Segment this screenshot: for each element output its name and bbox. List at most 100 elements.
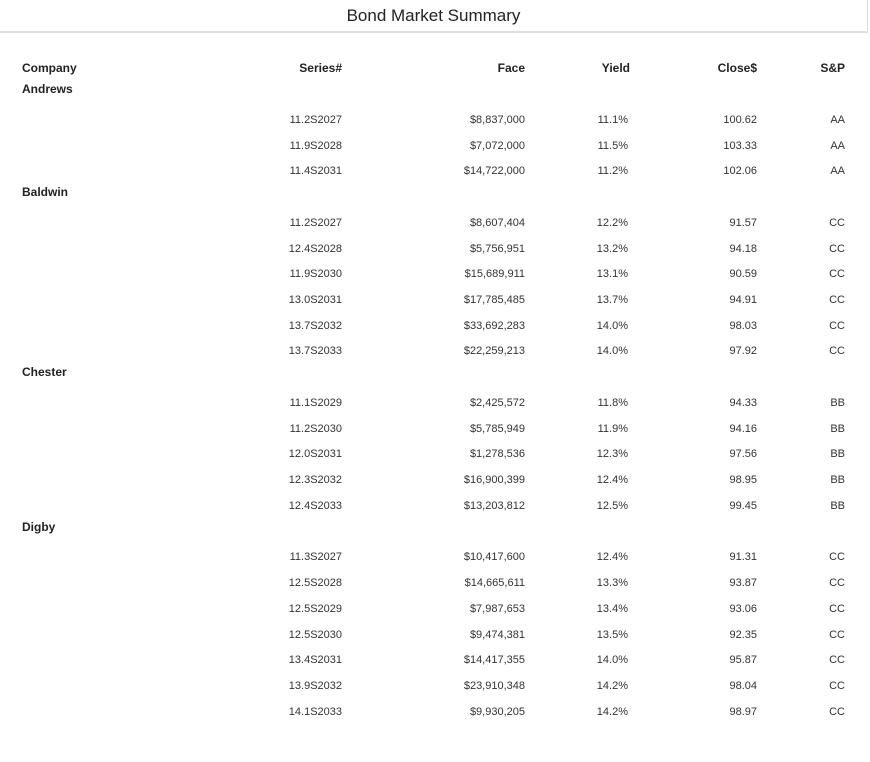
company-cell	[0, 236, 180, 262]
company-cell	[0, 596, 180, 622]
series-cell: 11.2S2030	[289, 422, 342, 435]
table-row: 11.3S2027 $10,417,600 12.4% 91.31 CC	[0, 545, 870, 571]
company-group-row: Chester	[0, 364, 870, 390]
table-row: 12.5S2028 $14,665,611 13.3% 93.87 CC	[0, 570, 870, 596]
company-cell	[0, 622, 180, 648]
face-cell: $17,785,485	[463, 293, 525, 306]
face-cell: $7,072,000	[469, 139, 525, 152]
pad-cell	[845, 261, 870, 287]
column-header-face[interactable]: Face	[497, 60, 525, 75]
company-cell	[0, 570, 180, 596]
column-header-sp[interactable]: S&P	[820, 60, 845, 75]
face-cell: $2,425,572	[469, 397, 525, 410]
company-cell	[0, 133, 180, 159]
series-cell: 11.9S2028	[289, 139, 342, 152]
face-cell: $8,837,000	[469, 113, 525, 126]
table-row: 11.2S2030 $5,785,949 11.9% 94.16 BB	[0, 416, 870, 442]
yield-cell: 14.0%	[596, 654, 628, 667]
pad-cell	[845, 699, 870, 725]
company-cell	[0, 158, 180, 184]
table-row: 12.5S2030 $9,474,381 13.5% 92.35 CC	[0, 622, 870, 648]
yield-cell: 12.4%	[596, 474, 628, 487]
face-cell: $9,930,205	[469, 705, 525, 718]
yield-cell: 12.3%	[596, 448, 628, 461]
table-row: 14.1S2033 $9,930,205 14.2% 98.97 CC	[0, 699, 870, 725]
sp-rating-cell: BB	[830, 448, 845, 461]
yield-cell: 14.0%	[596, 319, 628, 332]
face-cell: $23,910,348	[463, 679, 525, 692]
series-cell: 12.5S2030	[288, 628, 342, 641]
company-cell	[0, 287, 180, 313]
close-cell: 94.16	[729, 422, 757, 435]
series-cell: 11.2S2027	[289, 113, 342, 126]
company-cell	[0, 442, 180, 468]
close-cell: 91.57	[729, 216, 757, 229]
yield-cell: 11.9%	[597, 422, 628, 435]
close-cell: 103.33	[723, 139, 757, 152]
table-row: 11.2S2027 $8,607,404 12.2% 91.57 CC	[0, 210, 870, 236]
series-cell: 12.5S2028	[288, 577, 342, 590]
close-cell: 98.97	[729, 705, 757, 718]
face-cell: $10,417,600	[463, 551, 525, 564]
bond-table-container: Company Series# Face Yield Close$ S&P An…	[0, 54, 870, 724]
company-cell	[0, 673, 180, 699]
series-cell: 13.7S2032	[288, 319, 342, 332]
close-cell: 98.04	[729, 679, 757, 692]
close-cell: 98.95	[729, 474, 757, 487]
sp-rating-cell: BB	[830, 499, 845, 512]
close-cell: 94.91	[729, 293, 757, 306]
table-row: 12.4S2033 $13,203,812 12.5% 99.45 BB	[0, 493, 870, 519]
title-bar: Bond Market Summary	[0, 0, 868, 33]
sp-rating-cell: BB	[830, 397, 845, 410]
pad-cell	[845, 287, 870, 313]
close-cell: 91.31	[729, 551, 757, 564]
company-group-row: Digby	[0, 519, 870, 545]
pad-cell	[845, 442, 870, 468]
pad-cell	[845, 390, 870, 416]
table-body: Andrews 11.2S2027 $8,837,000 11.1% 100.62 AA 1…	[0, 81, 870, 724]
face-cell: $14,722,000	[463, 165, 525, 178]
pad-cell	[845, 133, 870, 159]
series-cell: 13.9S2032	[288, 679, 342, 692]
pad-cell	[845, 596, 870, 622]
series-cell: 12.4S2033	[288, 499, 342, 512]
table-row: 12.4S2028 $5,756,951 13.2% 94.18 CC	[0, 236, 870, 262]
face-cell: $8,607,404	[469, 216, 525, 229]
column-header-close[interactable]: Close$	[717, 60, 757, 75]
sp-rating-cell: CC	[829, 679, 845, 692]
table-header-row: Company Series# Face Yield Close$ S&P	[0, 54, 870, 81]
sp-rating-cell: CC	[829, 345, 845, 358]
company-group-row: Baldwin	[0, 184, 870, 210]
close-cell: 94.18	[729, 242, 757, 255]
column-header-yield[interactable]: Yield	[601, 60, 630, 75]
column-header-company[interactable]: Company	[22, 60, 77, 75]
table-row: 13.7S2033 $22,259,213 14.0% 97.92 CC	[0, 339, 870, 365]
sp-rating-cell: AA	[830, 165, 845, 178]
sp-rating-cell: CC	[829, 705, 845, 718]
sp-rating-cell: BB	[830, 474, 845, 487]
column-header-series[interactable]: Series#	[299, 60, 342, 75]
yield-cell: 11.5%	[597, 139, 628, 152]
company-cell	[0, 416, 180, 442]
close-cell: 95.87	[729, 654, 757, 667]
company-cell	[0, 390, 180, 416]
company-cell	[0, 647, 180, 673]
company-cell	[0, 699, 180, 725]
series-cell: 14.1S2033	[288, 705, 342, 718]
close-cell: 97.92	[729, 345, 757, 358]
company-name: Baldwin	[22, 185, 69, 200]
table-row: 11.1S2029 $2,425,572 11.8% 94.33 BB	[0, 390, 870, 416]
series-cell: 11.4S2031	[289, 165, 342, 178]
close-cell: 93.06	[729, 602, 757, 615]
yield-cell: 11.1%	[597, 113, 628, 126]
face-cell: $14,417,355	[463, 654, 525, 667]
close-cell: 92.35	[729, 628, 757, 641]
pad-cell	[845, 467, 870, 493]
yield-cell: 13.4%	[596, 602, 628, 615]
pad-cell	[845, 647, 870, 673]
company-cell	[0, 210, 180, 236]
yield-cell: 12.5%	[596, 499, 628, 512]
pad-cell	[845, 158, 870, 184]
close-cell: 99.45	[729, 499, 757, 512]
pad-cell	[845, 339, 870, 365]
